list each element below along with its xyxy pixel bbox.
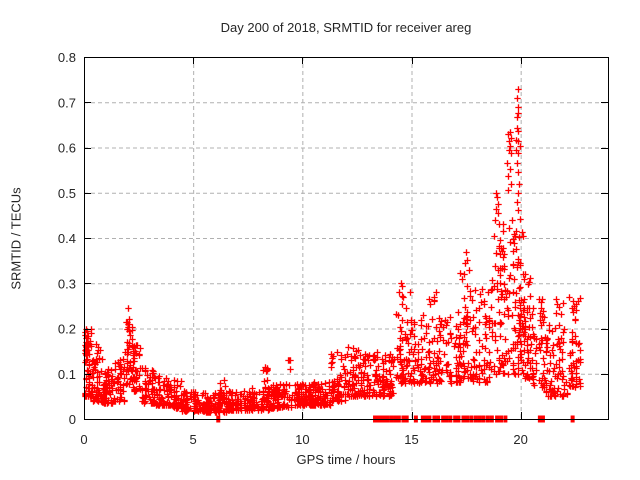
svg-text:0.6: 0.6 <box>58 141 76 156</box>
x-axis-label: GPS time / hours <box>296 452 396 467</box>
svg-text:0.1: 0.1 <box>58 367 76 382</box>
svg-text:0: 0 <box>69 412 76 427</box>
svg-text:5: 5 <box>190 432 197 447</box>
svg-text:15: 15 <box>404 432 418 447</box>
chart-title: Day 200 of 2018, SRMTID for receiver are… <box>220 20 472 35</box>
scatter-points <box>82 86 584 416</box>
grid-lines <box>84 57 608 419</box>
y-axis-label: SRMTID / TECUs <box>8 187 24 290</box>
svg-text:10: 10 <box>295 432 309 447</box>
svg-text:0.3: 0.3 <box>58 276 76 291</box>
svg-text:0.8: 0.8 <box>58 50 76 65</box>
svg-text:0.2: 0.2 <box>58 322 76 337</box>
x-tick-labels: 0 5 10 15 20 <box>80 432 528 447</box>
svg-text:0.5: 0.5 <box>58 186 76 201</box>
y-tick-labels: 0 0.1 0.2 0.3 0.4 0.5 0.6 0.7 0.8 <box>58 50 76 427</box>
axis-ticks <box>84 57 608 420</box>
svg-text:20: 20 <box>513 432 527 447</box>
svg-text:0: 0 <box>80 432 87 447</box>
svg-text:0.4: 0.4 <box>58 231 76 246</box>
svg-text:0.7: 0.7 <box>58 95 76 110</box>
